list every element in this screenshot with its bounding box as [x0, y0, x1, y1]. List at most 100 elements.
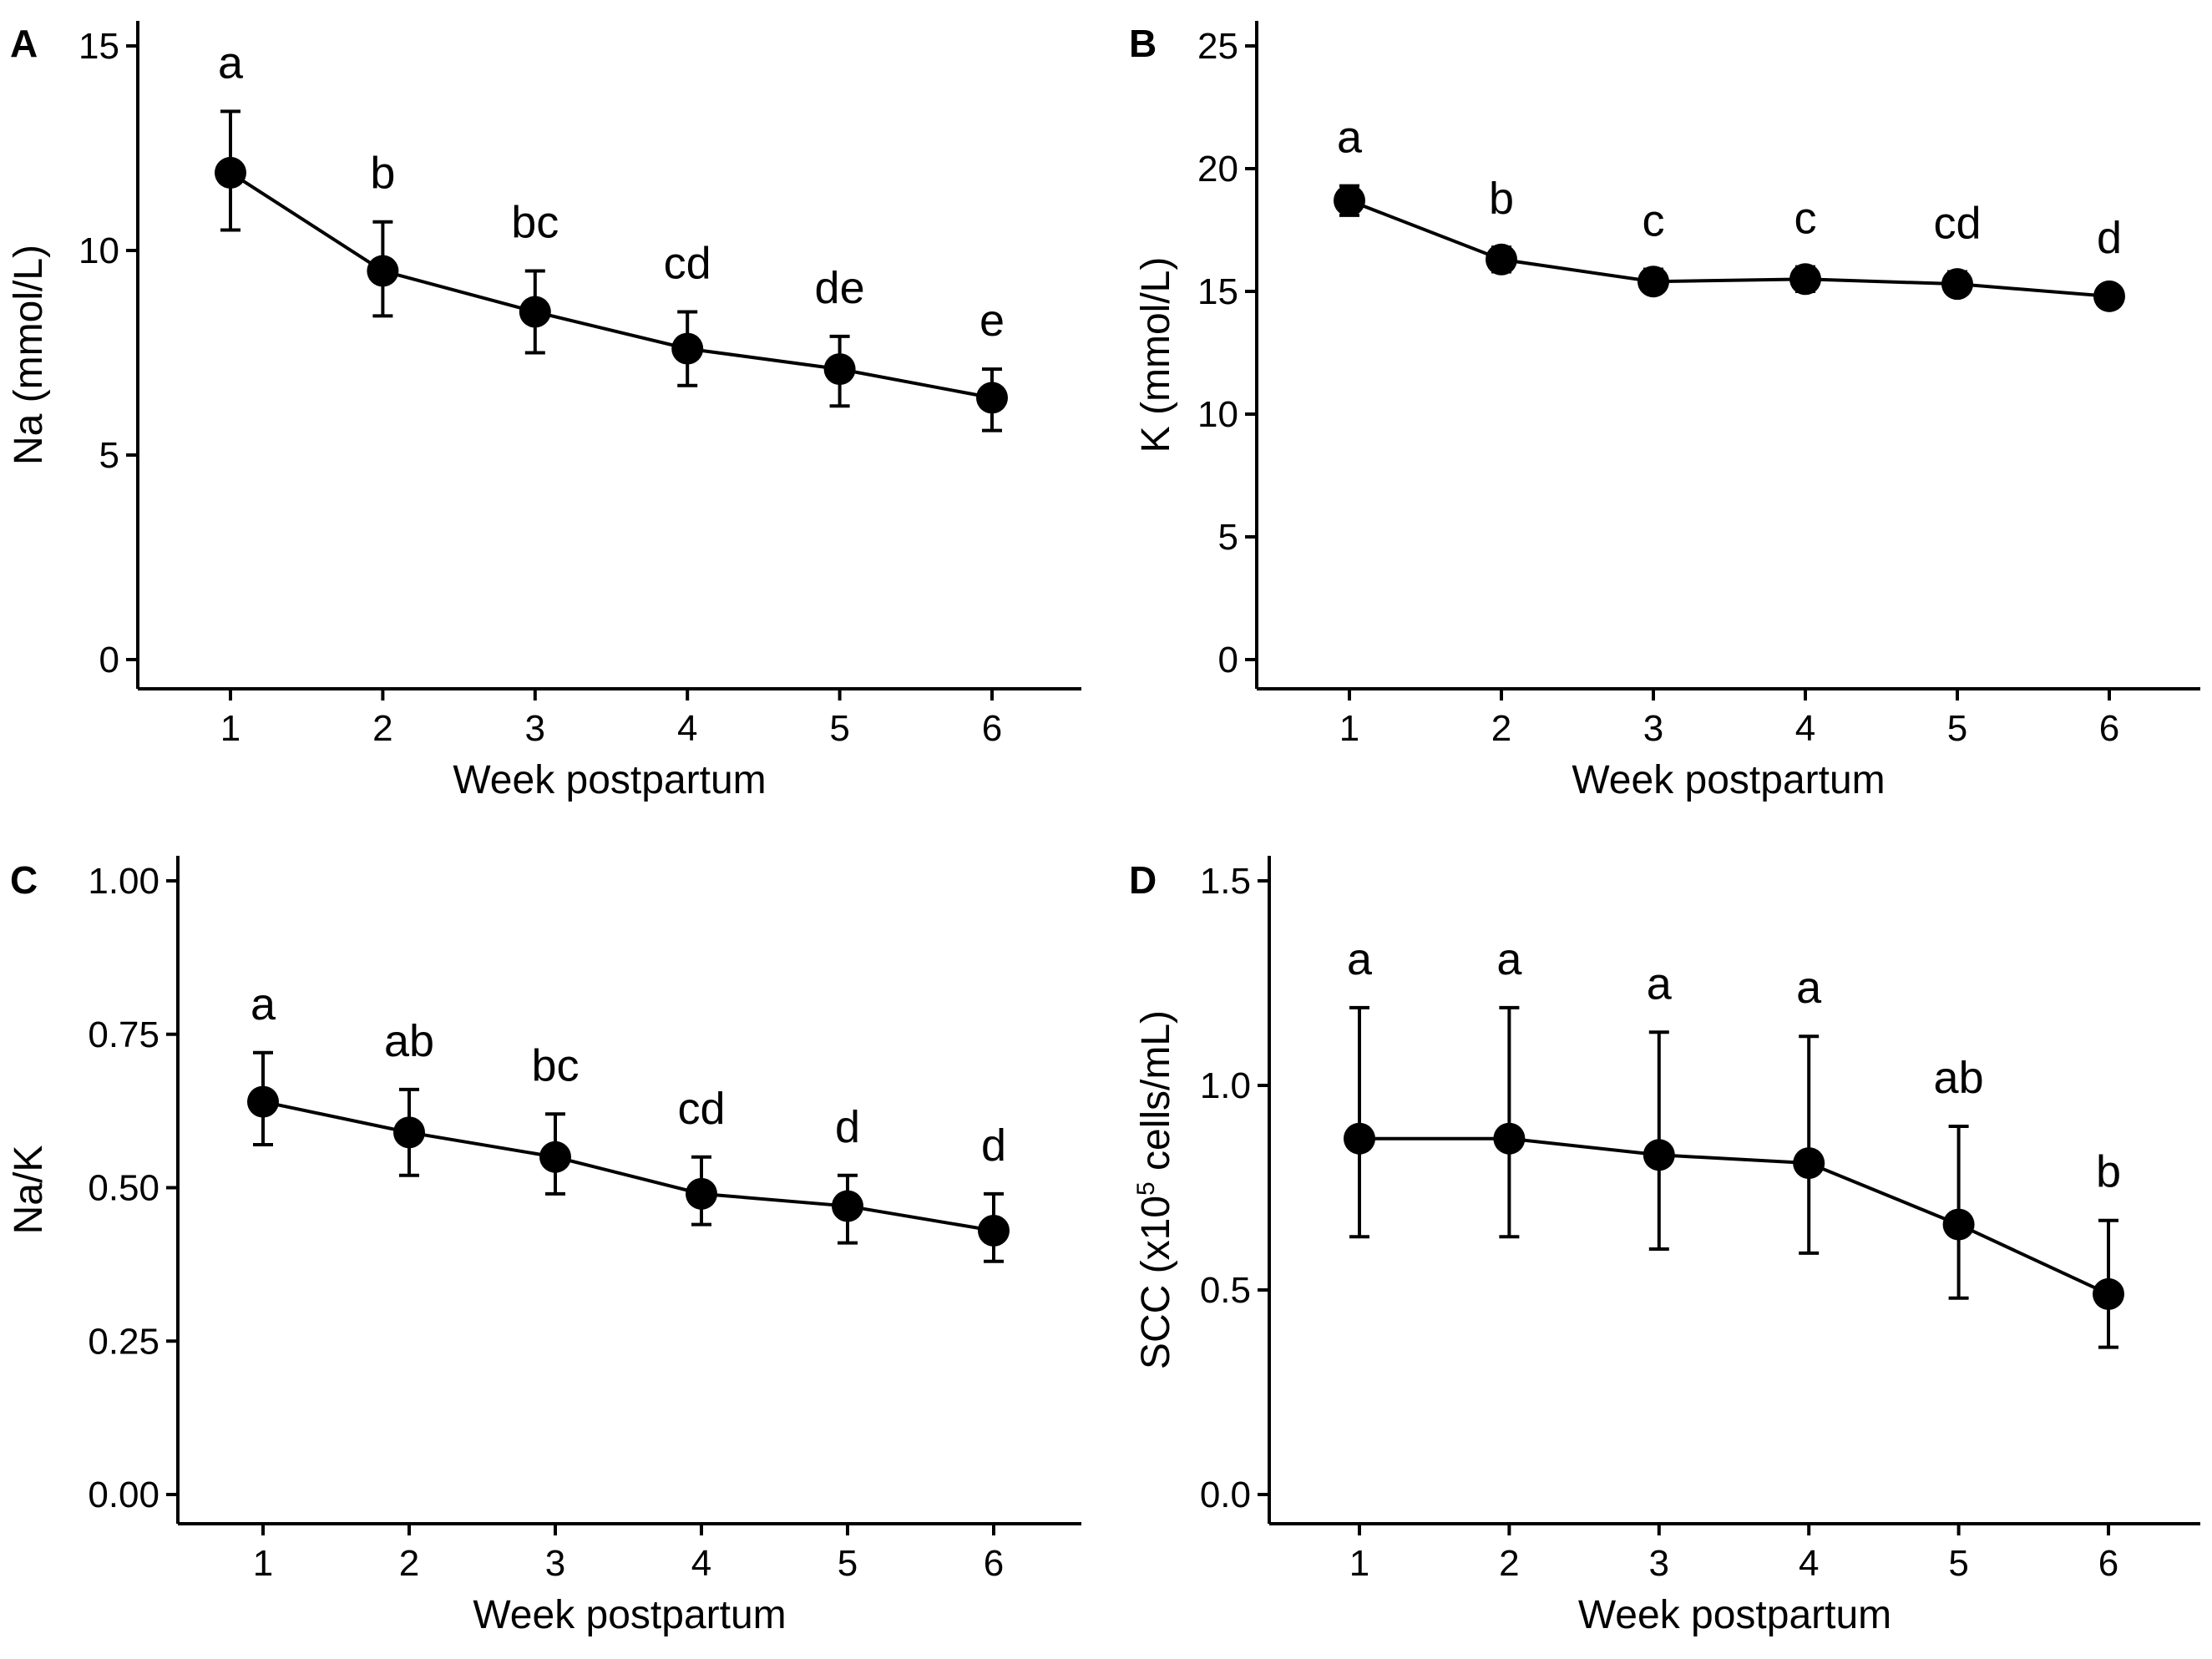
series-line: [262, 1100, 995, 1232]
series-line: [1349, 199, 2110, 298]
x-axis-title: Week postpartum: [473, 1593, 786, 1637]
significance-letter: ab: [384, 1016, 434, 1066]
x-tick-label: 1: [1349, 1543, 1369, 1584]
y-tick-label: 0.5: [1200, 1270, 1251, 1311]
x-tick-label: 1: [1339, 708, 1359, 749]
y-tick-label: 15: [1197, 271, 1238, 312]
data-point: [247, 1085, 279, 1118]
x-tick-label: 1: [253, 1543, 273, 1584]
x-tick-label: 3: [1649, 1543, 1669, 1584]
data-point: [823, 353, 856, 386]
x-tick-label: 5: [1947, 708, 1967, 749]
data-point: [978, 1214, 1010, 1247]
panel-label-c: C: [10, 858, 38, 902]
data-point: [1941, 268, 1973, 301]
x-axis-title: Week postpartum: [1578, 1593, 1891, 1637]
x-tick-label: 3: [545, 1543, 565, 1584]
y-tick-label: 5: [99, 435, 119, 476]
x-tick-label: 5: [838, 1543, 858, 1584]
panel-label-a: A: [10, 22, 38, 65]
x-tick-label: 6: [2098, 1543, 2118, 1584]
significance-letter: b: [2096, 1147, 2121, 1197]
significance-letter: cd: [1933, 198, 1981, 248]
significance-letter: b: [1489, 174, 1514, 224]
x-tick-label: 2: [372, 708, 392, 749]
y-axis-title: Na (mmol/L): [7, 245, 51, 465]
significance-letter: a: [1347, 934, 1373, 984]
y-axis-title: Na/K: [7, 1146, 51, 1235]
data-point: [393, 1116, 425, 1149]
x-tick-label: 4: [1799, 1543, 1819, 1584]
y-tick-label: 5: [1218, 517, 1238, 558]
panel-c: C 0.00 0.25 0.50 0.75 1.00 1 2 3 4 5 6 Week postpart…: [7, 856, 1081, 1637]
y-tick-label: 0.00: [88, 1474, 159, 1515]
y-tick-label: 0.50: [88, 1168, 159, 1209]
series-line: [1359, 1136, 2109, 1296]
x-tick-label: 2: [1491, 708, 1511, 749]
data-point: [686, 1177, 717, 1210]
series-line: [229, 171, 993, 400]
y-tick-label: 1.5: [1200, 861, 1251, 902]
panel-label-b: B: [1129, 22, 1157, 65]
panel-b: B 0 5 10 15 20 25 1 2 3 4 5 6 Week postpartum K (mmol/…: [1129, 21, 2200, 802]
data-point: [367, 255, 399, 287]
y-tick-label: 20: [1197, 149, 1238, 190]
significance-letter: a: [1337, 113, 1363, 163]
x-tick-label: 2: [1499, 1543, 1519, 1584]
significance-letter: a: [1496, 934, 1522, 984]
x-axis-title: Week postpartum: [1572, 758, 1885, 802]
y-tick-label: 10: [1197, 394, 1238, 435]
data-point: [1942, 1208, 1975, 1241]
data-point: [832, 1190, 863, 1222]
x-tick-label: 3: [1643, 708, 1663, 749]
significance-letter: a: [218, 38, 244, 88]
significance-letter: c: [1794, 194, 1817, 244]
data-point: [976, 382, 1008, 414]
y-tick-label: 0: [1218, 640, 1238, 680]
x-tick-label: 1: [220, 708, 240, 749]
data-point: [1493, 1122, 1526, 1155]
y-axis-title: K (mmol/L): [1134, 257, 1178, 453]
y-tick-label: 1.0: [1200, 1065, 1251, 1106]
data-point: [1789, 263, 1821, 296]
data-point: [2093, 1277, 2124, 1310]
y-tick-label: 15: [78, 26, 119, 67]
x-tick-label: 4: [691, 1543, 711, 1584]
y-tick-label: 0.75: [88, 1014, 159, 1055]
data-point: [1344, 1122, 1375, 1155]
y-tick-label: 1.00: [88, 861, 159, 902]
significance-letter: ab: [1934, 1053, 1984, 1103]
x-tick-label: 4: [1795, 708, 1815, 749]
significance-letter: de: [815, 263, 865, 313]
x-tick-label: 6: [982, 708, 1002, 749]
significance-letter: d: [2097, 213, 2122, 263]
significance-letter: d: [835, 1102, 860, 1152]
data-point: [519, 296, 551, 328]
significance-letter: e: [979, 296, 1005, 346]
significance-letter: d: [981, 1120, 1006, 1171]
x-tick-label: 3: [525, 708, 545, 749]
panel-a: A 0 5 10 15 1 2 3 4 5 6 Week postpartum Na (mmol/L) a…: [7, 21, 1081, 802]
panel-label-d: D: [1129, 858, 1157, 902]
y-tick-label: 0.25: [88, 1321, 159, 1362]
data-point: [1793, 1147, 1825, 1180]
data-point: [215, 156, 246, 189]
data-point: [1637, 266, 1669, 298]
significance-letter: a: [1647, 958, 1673, 1009]
significance-letter: cd: [677, 1084, 725, 1134]
panel-d: D 0.0 0.5 1.0 1.5 1 2 3 4 5 6 Week postpartum SCC (x…: [1129, 856, 2200, 1637]
y-tick-label: 25: [1197, 26, 1238, 67]
y-tick-label: 10: [78, 230, 119, 271]
significance-letter: a: [1796, 963, 1822, 1013]
y-tick-label: 0.0: [1200, 1474, 1251, 1515]
x-tick-label: 5: [1948, 1543, 1968, 1584]
data-point: [1643, 1139, 1675, 1171]
x-tick-label: 4: [677, 708, 697, 749]
significance-letter: b: [370, 149, 395, 199]
y-tick-label: 0: [99, 640, 119, 680]
data-point: [671, 332, 704, 365]
significance-letter: bc: [531, 1040, 579, 1090]
data-point: [2093, 280, 2125, 312]
x-tick-label: 6: [984, 1543, 1004, 1584]
